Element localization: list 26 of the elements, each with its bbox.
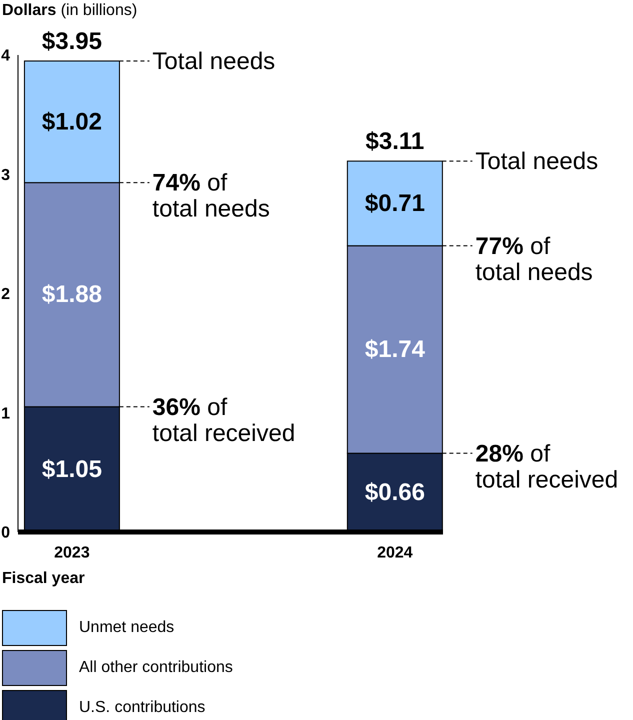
x-tick-label: 2023 — [54, 544, 90, 562]
x-tick-label: 2024 — [377, 544, 413, 562]
text: 77% of total needs — [475, 232, 593, 286]
annotation: Total needs — [152, 47, 276, 74]
data-label: $1.74 — [364, 336, 426, 364]
y-tick-label: 3 — [1, 166, 10, 184]
text: 28% of total received — [475, 440, 618, 493]
y-tick-label: 4 — [1, 48, 10, 65]
data-label: $0.66 — [364, 479, 425, 506]
y-tick-label: 0 — [1, 524, 10, 542]
data-label: $0.71 — [364, 190, 425, 217]
y-tick-label: 2 — [1, 286, 10, 304]
legend-label: Unmet needs — [79, 619, 174, 637]
data-label: $1.05 — [42, 456, 102, 483]
y-tick-label: 1 — [1, 405, 10, 422]
y-axis-title: Dollars (in billions) — [2, 2, 138, 20]
data-label: $1.88 — [42, 281, 102, 308]
legend-label: U.S. contributions — [79, 699, 206, 717]
total-label: $3.11 — [366, 128, 424, 156]
annotation: 36% of total received — [152, 393, 296, 446]
x-axis-title: Fiscal year — [2, 570, 85, 588]
total-label: $3.95 — [42, 28, 102, 55]
annotation: 74% of total needs — [152, 169, 270, 222]
text: Total needs — [475, 148, 598, 175]
legend-label: All other contributions — [79, 659, 233, 677]
data-label: $1.02 — [42, 108, 102, 136]
